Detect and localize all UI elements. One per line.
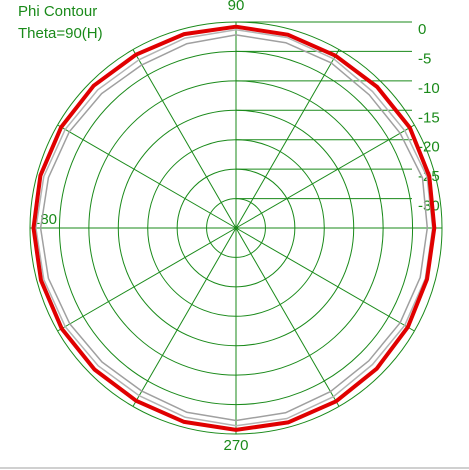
r-tick-label: 0 bbox=[418, 21, 426, 38]
theta-tick-label: 270 bbox=[223, 437, 248, 454]
r-tick-label: -5 bbox=[418, 50, 431, 67]
r-tick-label: -20 bbox=[418, 139, 440, 156]
trace bbox=[35, 28, 434, 427]
chart-subtitle: Theta=90(H) bbox=[18, 25, 103, 42]
radial-grid-line bbox=[132, 227, 237, 407]
chart-title: Phi Contour bbox=[18, 3, 97, 20]
radial-grid-line bbox=[132, 49, 237, 229]
trace bbox=[31, 24, 437, 432]
r-tick-label: -15 bbox=[418, 109, 440, 126]
radial-grid-line bbox=[57, 227, 237, 332]
radial-grid-line bbox=[57, 124, 237, 229]
trace bbox=[39, 34, 429, 422]
r-tick-label: -10 bbox=[418, 80, 440, 97]
theta-tick-label: 90 bbox=[228, 0, 245, 14]
radial-grid-line bbox=[235, 227, 340, 407]
radial-grid-line bbox=[235, 124, 415, 229]
radial-grid-line bbox=[235, 49, 340, 229]
radial-grid-line bbox=[235, 227, 415, 332]
